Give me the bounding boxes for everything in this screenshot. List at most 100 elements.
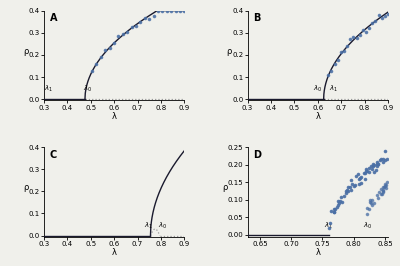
Point — [382, 157, 388, 162]
Point — [382, 186, 389, 190]
Point — [332, 207, 339, 211]
Point — [344, 189, 351, 193]
Point — [380, 189, 386, 193]
Point — [375, 196, 382, 200]
Point — [378, 192, 384, 196]
Point — [373, 167, 380, 172]
Text: C: C — [50, 150, 57, 160]
Point — [376, 190, 382, 194]
Point — [168, 9, 174, 13]
X-axis label: λ: λ — [112, 248, 117, 257]
Point — [381, 185, 387, 189]
Point — [111, 41, 117, 45]
Text: $\lambda_0$: $\lambda_0$ — [313, 84, 322, 94]
Point — [371, 201, 378, 205]
Point — [367, 200, 373, 205]
Point — [366, 170, 372, 174]
Point — [159, 9, 166, 13]
Point — [358, 174, 364, 179]
Point — [368, 203, 375, 207]
Point — [362, 171, 368, 175]
Point — [379, 160, 386, 164]
Point — [367, 198, 374, 202]
Point — [369, 20, 376, 25]
Point — [177, 9, 183, 13]
Y-axis label: ρ: ρ — [23, 47, 28, 56]
Point — [343, 189, 350, 193]
Point — [369, 197, 375, 202]
Point — [380, 156, 386, 161]
Point — [343, 190, 349, 195]
Point — [150, 14, 157, 18]
Point — [378, 157, 384, 161]
Point — [382, 183, 389, 187]
Point — [334, 199, 341, 203]
Point — [374, 160, 380, 164]
Point — [382, 149, 388, 153]
Point — [348, 188, 355, 192]
Point — [142, 16, 148, 20]
Point — [374, 193, 381, 197]
Point — [181, 9, 188, 13]
Point — [328, 69, 335, 73]
Point — [352, 174, 359, 178]
Point — [336, 201, 342, 205]
Point — [356, 177, 362, 181]
Point — [325, 73, 332, 77]
Text: $\lambda_1$: $\lambda_1$ — [44, 84, 53, 94]
Point — [360, 28, 366, 32]
Point — [337, 195, 344, 199]
Text: $\lambda_1$: $\lambda_1$ — [330, 84, 338, 94]
Point — [362, 176, 368, 181]
Point — [375, 13, 382, 17]
Point — [93, 62, 100, 66]
Point — [363, 30, 369, 34]
Point — [382, 184, 388, 188]
Point — [382, 14, 388, 19]
Point — [344, 43, 350, 48]
Point — [384, 156, 390, 161]
Point — [346, 185, 353, 189]
Point — [364, 206, 370, 210]
Point — [385, 12, 391, 16]
Point — [378, 16, 385, 20]
Point — [348, 178, 354, 182]
Point — [374, 164, 380, 169]
Point — [128, 25, 135, 29]
Point — [370, 164, 376, 169]
Text: A: A — [50, 13, 57, 23]
Point — [124, 30, 130, 35]
Point — [363, 167, 369, 172]
Point — [364, 212, 370, 216]
Point — [364, 169, 370, 174]
Point — [374, 162, 380, 166]
Point — [326, 226, 332, 230]
Point — [379, 192, 385, 196]
Point — [361, 171, 368, 175]
Point — [340, 194, 347, 198]
Point — [338, 50, 344, 55]
Text: $\lambda_0$: $\lambda_0$ — [158, 221, 167, 231]
Y-axis label: ρ: ρ — [222, 183, 228, 192]
Point — [371, 163, 378, 167]
Point — [334, 57, 341, 62]
X-axis label: λ: λ — [315, 112, 320, 121]
Point — [155, 9, 161, 13]
Y-axis label: ρ: ρ — [227, 47, 232, 56]
Point — [368, 167, 375, 171]
Point — [106, 46, 113, 50]
Point — [376, 157, 383, 162]
Point — [352, 183, 358, 187]
Point — [380, 190, 386, 194]
Point — [332, 62, 338, 66]
Point — [349, 182, 355, 186]
Point — [380, 188, 386, 192]
Point — [374, 162, 381, 167]
Point — [102, 48, 108, 52]
Point — [370, 162, 377, 166]
Point — [137, 20, 144, 24]
Point — [89, 69, 95, 73]
Point — [363, 169, 370, 174]
Point — [120, 32, 126, 36]
Point — [146, 17, 152, 21]
